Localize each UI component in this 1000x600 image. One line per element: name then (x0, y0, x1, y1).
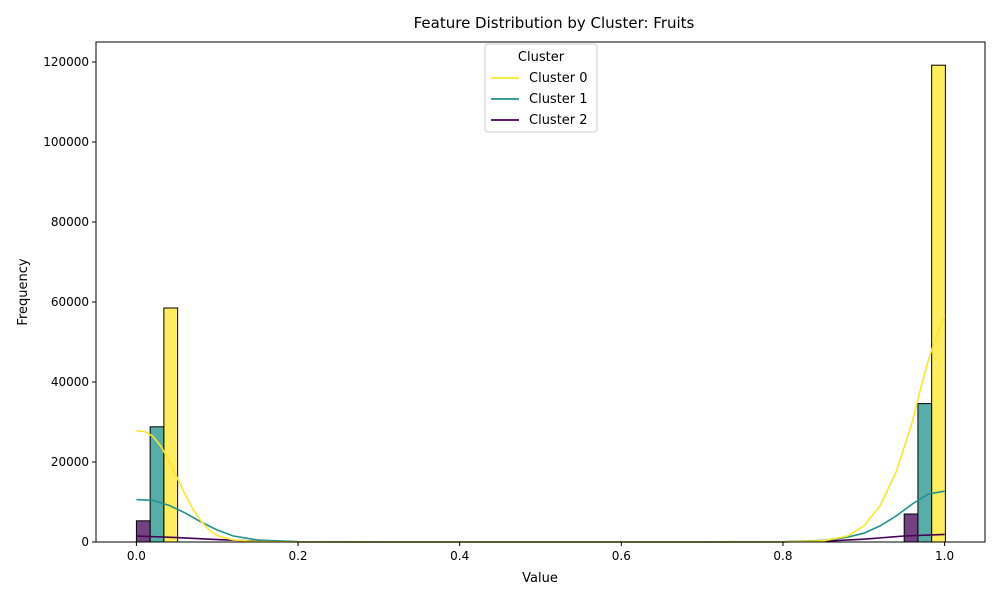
x-tick-label: 1.0 (935, 549, 954, 563)
histogram-bar (135, 520, 151, 543)
histogram-bar (149, 426, 165, 543)
histogram-bar (931, 64, 946, 543)
axes-frame (95, 41, 986, 543)
kde-line (136, 490, 945, 543)
legend-entry: Cluster 0 (529, 71, 588, 86)
histogram-bar (917, 403, 933, 543)
x-axis-label: Value (522, 571, 558, 586)
histogram-bar (903, 513, 919, 543)
plot-area (135, 64, 946, 543)
legend: Cluster Cluster 0 Cluster 1 Cluster 2 (484, 43, 598, 133)
legend-title: Cluster (518, 50, 565, 65)
kde-line (136, 315, 946, 543)
legend-entry: Cluster 1 (529, 92, 588, 107)
y-tick-label: 20000 (51, 455, 89, 469)
y-tick-label: 80000 (51, 215, 89, 229)
chart-title: Feature Distribution by Cluster: Fruits (414, 14, 695, 32)
x-tick-label: 0.0 (127, 549, 146, 563)
x-tick-label: 0.8 (773, 549, 792, 563)
x-tick-label: 0.6 (612, 549, 631, 563)
x-tick-label: 0.4 (450, 549, 469, 563)
legend-entry: Cluster 2 (529, 113, 588, 128)
x-tick-label: 0.2 (288, 549, 307, 563)
y-tick-label: 60000 (51, 295, 89, 309)
y-axis-label: Frequency (16, 258, 31, 325)
axes: 0.0 0.2 0.4 0.6 0.8 1.0 0 20000 40000 60000 80000 1… (43, 41, 986, 563)
y-tick-label: 0 (81, 535, 89, 549)
y-tick-label: 120000 (43, 55, 89, 69)
y-tick-label: 100000 (43, 135, 89, 149)
y-tick-label: 40000 (51, 375, 89, 389)
legend-box (484, 43, 598, 133)
